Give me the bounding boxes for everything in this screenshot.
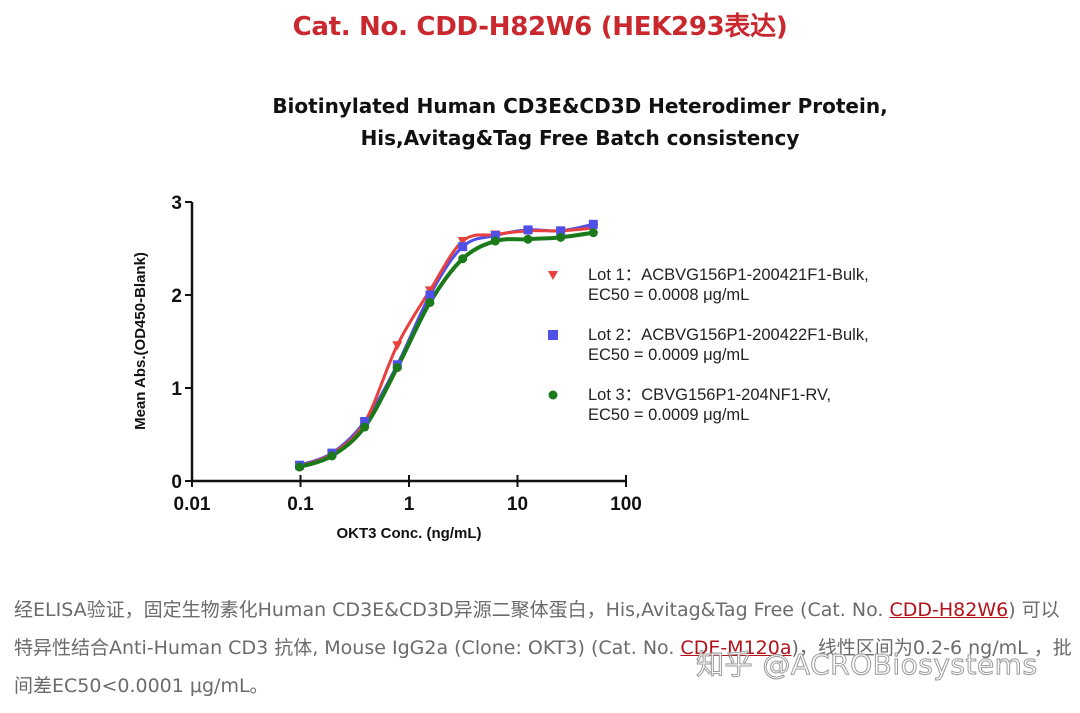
data-point [360, 416, 370, 426]
data-point [556, 226, 566, 236]
legend-item-lot3: Lot 3：CBVG156P1-204NF1-RV, EC50 = 0.0009… [545, 385, 869, 425]
chart-title-line2: His,Avitag&Tag Free Batch consistency [360, 126, 800, 150]
x-tick-label: 1 [404, 494, 415, 515]
fit-curves [298, 222, 594, 469]
data-point [556, 232, 566, 242]
y-tick-label: 2 [171, 286, 182, 307]
x-tick-label: 0.01 [174, 494, 211, 515]
data-point [360, 422, 370, 432]
fit-curve-lot3 [298, 230, 594, 469]
data-point [523, 234, 533, 244]
legend: Lot 1：ACBVG156P1-200421F1-Bulk, EC50 = 0… [545, 265, 869, 445]
x-tick-label: 10 [507, 494, 528, 515]
legend-item-lot2: Lot 2：ACBVG156P1-200422F1-Bulk, EC50 = 0… [545, 325, 869, 365]
legend-item-lot1: Lot 1：ACBVG156P1-200421F1-Bulk, EC50 = 0… [545, 265, 869, 305]
data-point [425, 297, 435, 307]
y-tick-label: 0 [171, 472, 182, 493]
caption-text-1: 经ELISA验证，固定生物素化Human CD3E&CD3D异源二聚体蛋白，Hi… [14, 599, 890, 621]
square-icon [548, 330, 558, 340]
y-tick-label: 1 [171, 379, 182, 400]
x-tick-label: 0.1 [287, 494, 314, 515]
circle-icon [548, 390, 558, 400]
y-tick-label: 3 [171, 193, 182, 214]
catalog-number-title: Cat. No. CDD-H82W6 (HEK293表达) [292, 12, 788, 42]
data-point [490, 230, 500, 240]
legend-lot1-ec50: EC50 = 0.0008 μg/mL [588, 286, 750, 304]
caption-text-2: ) 可以特异性结合Anti-Human CD3 抗体, Mouse IgG2a … [14, 599, 1060, 659]
legend-lot2-ec50: EC50 = 0.0009 μg/mL [588, 346, 750, 364]
data-point [327, 451, 337, 461]
legend-lot1-name: Lot 1：ACBVG156P1-200421F1-Bulk, [588, 266, 869, 284]
caption-text-3: )，线性区间为0.2-6 ng/mL ，批间差EC50<0.0001 μg/mL… [14, 637, 1072, 697]
data-point [588, 219, 598, 229]
data-point [523, 225, 533, 235]
legend-lot3-name: Lot 3：CBVG156P1-204NF1-RV, [588, 386, 832, 404]
axes: 0.01 0.1 1 10 100 0 1 2 3 [171, 193, 641, 515]
data-point [295, 462, 305, 472]
triangle-down-icon [548, 271, 558, 280]
caption-paragraph: 经ELISA验证，固定生物素化Human CD3E&CD3D异源二聚体蛋白，Hi… [14, 591, 1074, 705]
data-point [458, 242, 468, 252]
data-point [457, 237, 468, 247]
y-axis-label: Mean Abs.(OD450-Blank) [132, 252, 149, 430]
legend-lot3-ec50: EC50 = 0.0009 μg/mL [588, 406, 750, 424]
dose-response-plot: 0.01 0.1 1 10 100 0 1 2 3 Mean Abs.(OD450-Blank)… [132, 193, 642, 542]
chart-title-line1: Biotinylated Human CD3E&CD3D Heterodimer… [272, 94, 888, 118]
watermark: 知乎 @ACROBiosystems [696, 648, 1038, 682]
legend-lot2-name: Lot 2：ACBVG156P1-200422F1-Bulk, [588, 326, 869, 344]
x-tick-label: 100 [610, 494, 642, 515]
data-point [588, 228, 598, 238]
product-link-cde-m120a[interactable]: CDE-M120a [680, 637, 792, 659]
data-point [392, 341, 403, 351]
chart-title: Biotinylated Human CD3E&CD3D Heterodimer… [180, 90, 980, 154]
data-point [458, 254, 468, 264]
data-point [425, 290, 435, 300]
product-link-cdd-h82w6[interactable]: CDD-H82W6 [889, 599, 1009, 621]
data-point [490, 236, 500, 246]
data-points [294, 219, 599, 472]
x-axis-label: OKT3 Conc. (ng/mL) [337, 525, 482, 542]
data-point [392, 363, 402, 373]
